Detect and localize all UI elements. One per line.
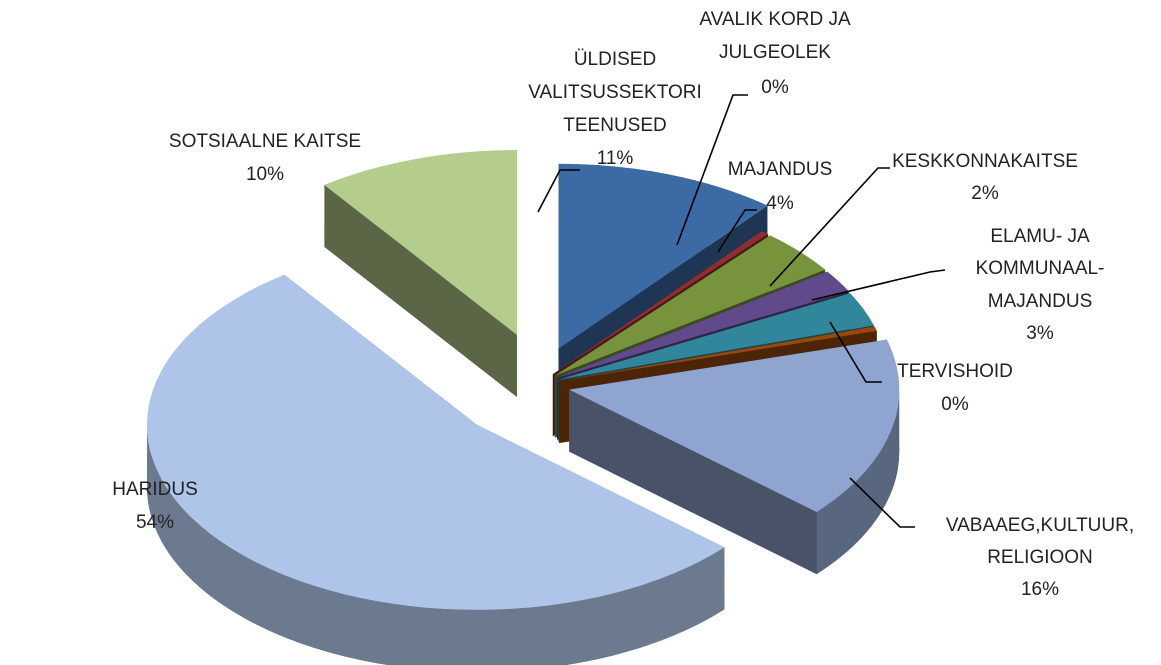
category-label: VALITSUSSEKTORI	[528, 82, 702, 103]
slice-wall	[146, 424, 725, 665]
category-label: VABAAEG,KULTUUR,	[946, 515, 1134, 536]
slice-top	[569, 339, 900, 513]
slice	[324, 150, 518, 398]
slice-top	[146, 274, 725, 610]
value-label: 54%	[136, 512, 174, 533]
leader-line	[849, 477, 915, 528]
slice-top	[557, 271, 849, 378]
leader-line	[811, 269, 946, 301]
category-label: MAJANDUS	[988, 291, 1093, 312]
category-label: RELIGIOON	[987, 547, 1093, 568]
category-label: KOMMUNAAL-	[976, 258, 1105, 279]
slice-top	[324, 150, 518, 336]
leader-line	[537, 169, 580, 213]
value-label: 4%	[766, 193, 794, 214]
slice-top	[558, 293, 874, 380]
value-label: 0%	[761, 77, 789, 98]
category-label: TEENUSED	[563, 115, 666, 136]
slice	[146, 274, 725, 665]
category-label: HARIDUS	[112, 479, 198, 500]
value-label: 0%	[941, 394, 969, 415]
slice-side	[324, 184, 518, 398]
category-label: AVALIK KORD JA	[699, 9, 851, 30]
category-label: KESKKONNAKAITSE	[892, 151, 1078, 172]
slice-top	[554, 235, 826, 376]
category-label: JULGEOLEK	[719, 42, 831, 63]
category-label: ÜLDISED	[574, 49, 656, 70]
leader-line	[676, 94, 748, 246]
value-label: 16%	[1021, 579, 1059, 600]
value-label: 3%	[1026, 323, 1054, 344]
leader-line	[717, 209, 757, 253]
category-label: ELAMU- JA	[990, 226, 1090, 247]
slice-top	[552, 231, 769, 375]
value-label: 2%	[971, 183, 999, 204]
value-label: 10%	[246, 164, 284, 185]
leader-line	[829, 321, 882, 383]
leader-line	[769, 167, 890, 287]
category-label: SOTSIAALNE KAITSE	[169, 131, 361, 152]
slice-top	[559, 326, 877, 382]
slice	[569, 339, 900, 575]
category-label: TERVISHOID	[897, 361, 1013, 382]
category-label: MAJANDUS	[728, 159, 833, 180]
slice-top	[558, 163, 768, 349]
slice-wall	[816, 389, 900, 575]
slice-side	[569, 389, 817, 575]
value-label: 11%	[597, 148, 634, 169]
